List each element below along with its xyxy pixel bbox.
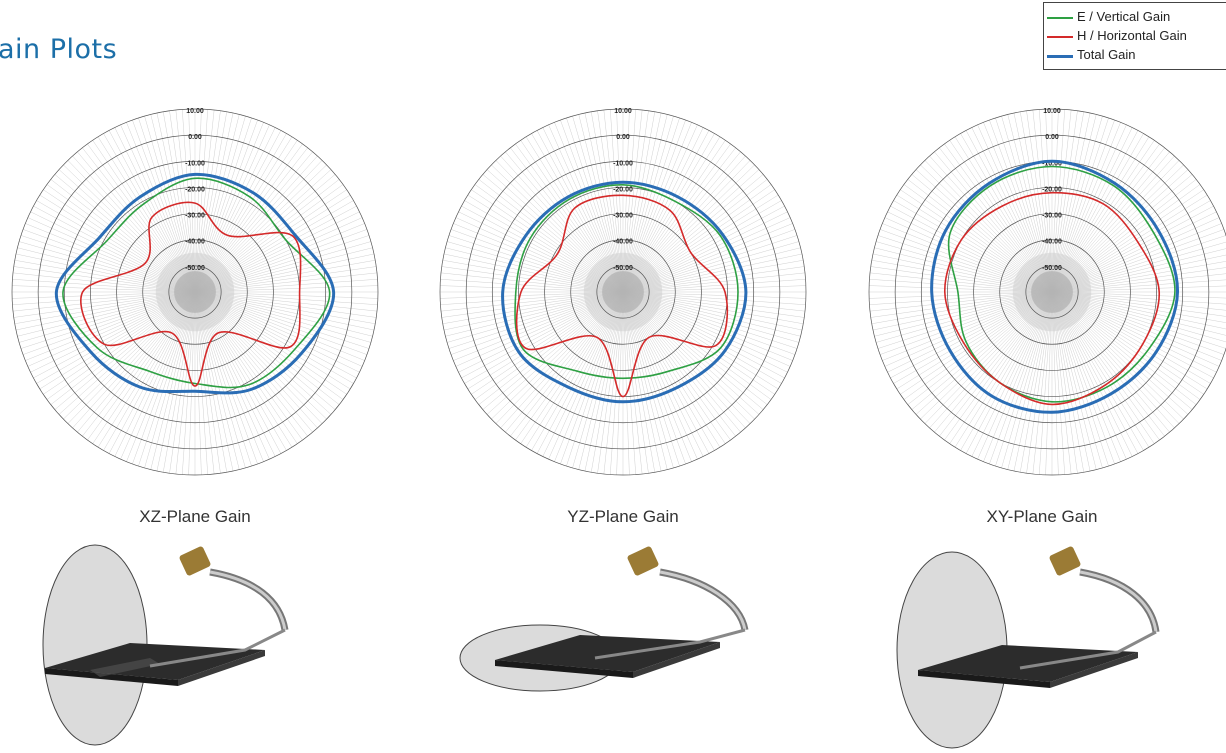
radial-tick-label: -50.00: [613, 265, 633, 272]
radial-ring: [868, 108, 1226, 476]
series-line-total: [501, 180, 748, 404]
antenna-illustration-xz: [42, 544, 289, 746]
radial-tick-label: -30.00: [613, 213, 633, 220]
polar-chart-xy: 10.00 0.00 -10.00 -20.00 -30.00 -40.00 -50.00: [868, 108, 1226, 476]
radial-tick-label: -20.00: [185, 186, 205, 193]
antenna-illustration-xy: [896, 546, 1160, 749]
radial-ring: [596, 265, 650, 319]
radial-ring: [544, 213, 702, 371]
legend-swatch-total: [1047, 55, 1073, 58]
legend-label-horizontal: H / Horizontal Gain: [1077, 28, 1187, 43]
radial-tick-label: -40.00: [613, 239, 633, 246]
radial-ring: [491, 160, 755, 424]
radial-ring: [168, 265, 222, 319]
series-line-vertical: [514, 183, 739, 380]
chart-legend: E / Vertical Gain H / Horizontal Gain To…: [1043, 2, 1226, 70]
polar-chart-xz: 10.00 0.00 -10.00 -20.00 -30.00 -40.00 -50.00: [11, 108, 379, 476]
legend-swatch-vertical: [1047, 17, 1073, 19]
series-line-total: [930, 159, 1180, 414]
legend-item-total: Total Gain: [1044, 47, 1226, 64]
radial-ring: [570, 239, 676, 345]
series-line-total: [54, 172, 336, 395]
radial-ring: [142, 239, 248, 345]
radial-tick-label: -50.00: [1042, 265, 1062, 272]
center-shading: [1031, 271, 1073, 313]
radial-ring: [465, 134, 781, 450]
antenna-illustration-yz: [459, 546, 749, 692]
polar-chart-yz: 10.00 0.00 -10.00 -20.00 -30.00 -40.00 -50.00: [439, 108, 807, 476]
radial-ring: [37, 134, 353, 450]
radial-tick-label: -20.00: [1042, 186, 1062, 193]
radial-ring: [999, 239, 1105, 345]
radial-tick-label: -50.00: [185, 265, 205, 272]
legend-swatch-horizontal: [1047, 36, 1073, 38]
series-line-horizontal: [515, 194, 729, 398]
radial-tick-label: -30.00: [1042, 213, 1062, 220]
radial-tick-label: 10.00: [1043, 108, 1061, 115]
page-title: ain Plots: [0, 34, 118, 65]
radial-tick-label: -40.00: [185, 239, 205, 246]
radial-tick-label: -40.00: [1042, 239, 1062, 246]
series-line-vertical: [62, 177, 331, 389]
legend-label-vertical: E / Vertical Gain: [1077, 9, 1171, 24]
series-line-horizontal: [80, 201, 302, 387]
radial-ring: [1025, 265, 1079, 319]
radial-ring: [439, 108, 807, 476]
legend-label-total: Total Gain: [1077, 47, 1136, 62]
center-shading: [174, 271, 216, 313]
radial-tick-label: 10.00: [614, 108, 632, 115]
radial-tick-label: -30.00: [185, 213, 205, 220]
radial-ring: [116, 213, 274, 371]
legend-item-vertical: E / Vertical Gain: [1044, 9, 1226, 26]
series-line-vertical: [947, 165, 1176, 403]
radial-ring: [894, 134, 1210, 450]
radial-ring: [973, 213, 1131, 371]
radial-tick-label: -10.00: [613, 160, 633, 167]
radial-ring: [947, 187, 1157, 397]
center-shading: [602, 271, 644, 313]
chart-title-xy: XY-Plane Gain: [986, 507, 1098, 526]
radial-tick-label: 10.00: [186, 108, 204, 115]
radial-tick-label: 0.00: [188, 134, 202, 141]
radial-ring: [63, 160, 327, 424]
radial-ring: [11, 108, 379, 476]
legend-item-horizontal: H / Horizontal Gain: [1044, 28, 1226, 45]
series-line-horizontal: [943, 191, 1161, 406]
radial-tick-label: -10.00: [1042, 160, 1062, 167]
radial-tick-label: 0.00: [616, 134, 630, 141]
chart-title-xz: XZ-Plane Gain: [139, 507, 251, 526]
radial-tick-label: -20.00: [613, 186, 633, 193]
chart-title-yz: YZ-Plane Gain: [567, 507, 679, 526]
radial-tick-label: 0.00: [1045, 134, 1059, 141]
radial-tick-label: -10.00: [185, 160, 205, 167]
